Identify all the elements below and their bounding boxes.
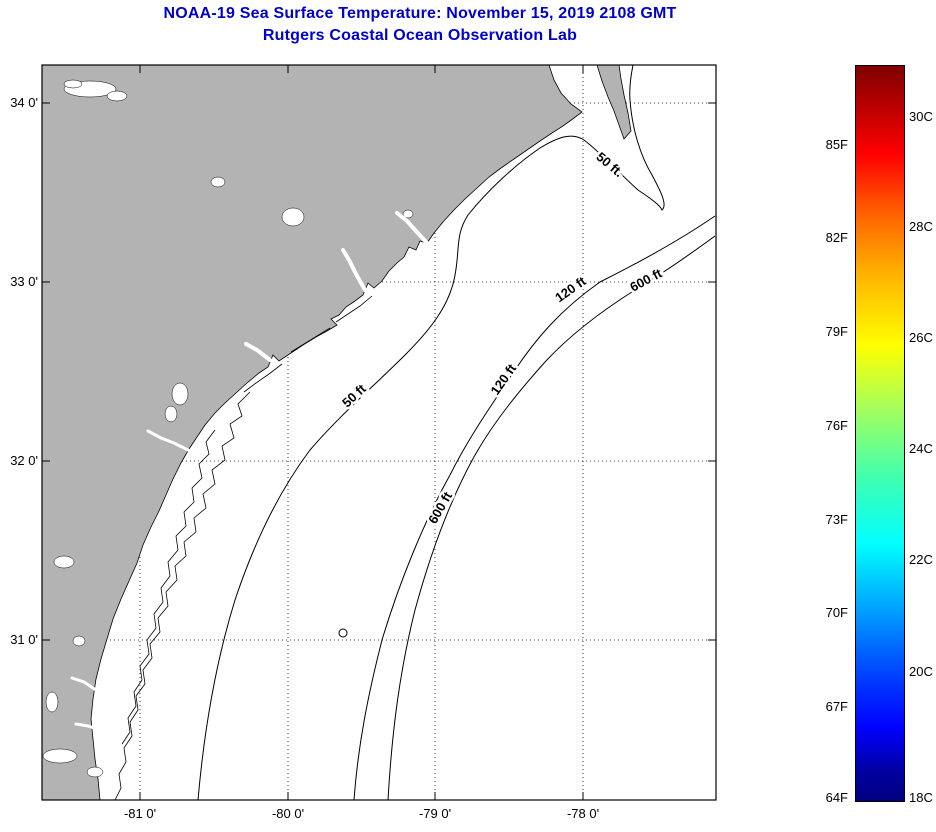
small-closed-contour: [338, 628, 348, 638]
cloud-patches: [42, 79, 414, 778]
colorbar-c-label: 30C: [909, 109, 933, 124]
y-tick-label: 33 0': [10, 274, 38, 289]
y-tick-label: 32 0': [10, 453, 38, 468]
plot-border: [41, 64, 717, 801]
temperature-colorbar: [855, 65, 905, 802]
contour-50ft: [197, 64, 665, 801]
colorbar-f-label: 67F: [825, 699, 848, 714]
contour-label-600ft-north: 600 ft: [627, 265, 665, 295]
colorbar-f-label: 73F: [825, 512, 848, 527]
figure-title-block: NOAA-19 Sea Surface Temperature: Novembe…: [0, 3, 840, 47]
contour-label-600ft-south: 600 ft: [425, 489, 455, 526]
colorbar-f-label: 64F: [825, 790, 848, 805]
colorbar-f-label: 85F: [825, 137, 848, 152]
y-tick-label: 31 0': [10, 632, 38, 647]
colorbar-c-label: 24C: [909, 441, 933, 456]
river-channels: [70, 211, 429, 732]
contour-label-50ft-north: 50 ft.: [593, 149, 626, 180]
contour-label-50ft-south: 50 ft: [339, 381, 369, 411]
land-east-bank-strip: [596, 64, 632, 140]
colorbar-c-label: 18C: [909, 790, 933, 805]
colorbar-f-label: 76F: [825, 418, 848, 433]
land-mass: [41, 64, 583, 801]
colorbar-f-label: 79F: [825, 324, 848, 339]
axis-tick-marks: [42, 65, 716, 800]
colorbar-c-label: 26C: [909, 330, 933, 345]
contour-label-120ft-north: 120 ft: [552, 273, 589, 305]
contour-600ft: [387, 235, 716, 801]
colorbar-c-label: 28C: [909, 219, 933, 234]
colorbar-f-label: 70F: [825, 605, 848, 620]
colorbar-c-label: 22C: [909, 552, 933, 567]
figure-title: NOAA-19 Sea Surface Temperature: Novembe…: [163, 5, 677, 22]
x-tick-label: -79 0': [419, 806, 451, 821]
figure-subtitle: Rutgers Coastal Ocean Observation Lab: [262, 27, 578, 44]
x-tick-label: -78 0': [567, 806, 599, 821]
x-tick-label: -80 0': [272, 806, 304, 821]
x-tick-label: -81 0': [124, 806, 156, 821]
contour-label-120ft-south: 120 ft: [487, 361, 519, 398]
colorbar-f-label: 82F: [825, 230, 848, 245]
coastline-detail: [114, 295, 373, 801]
y-tick-label: 34 0': [10, 95, 38, 110]
colorbar-c-label: 20C: [909, 664, 933, 679]
contour-120ft: [353, 215, 716, 801]
